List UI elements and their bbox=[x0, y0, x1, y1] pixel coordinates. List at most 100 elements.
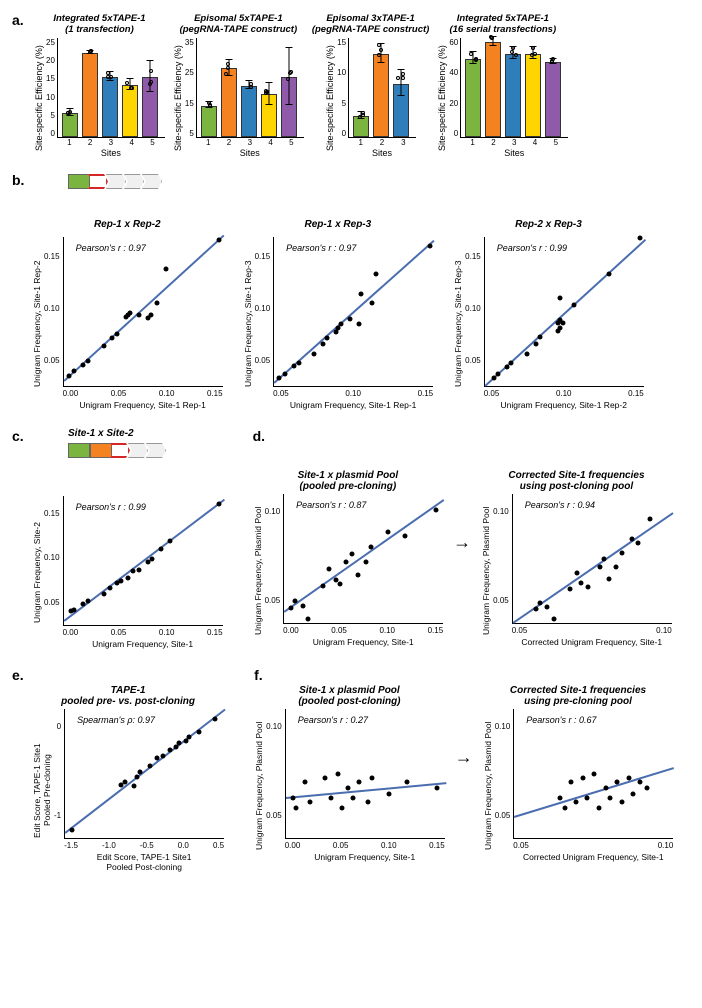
data-point bbox=[551, 617, 556, 622]
data-point bbox=[603, 786, 608, 791]
scatter-title: Rep-1 x Rep-2 bbox=[94, 211, 161, 237]
y-ticks: 0.150.100.05 bbox=[44, 237, 63, 387]
data-point bbox=[545, 605, 550, 610]
x-ticks: 0.050.10 bbox=[512, 626, 672, 635]
data-point bbox=[355, 573, 360, 578]
y-ticks: 0.150.100.05 bbox=[465, 237, 484, 387]
data-point bbox=[322, 776, 327, 781]
scatter-chart: Rep-1 x Rep-3Unigram Frequency, Site-1 R… bbox=[243, 211, 434, 410]
panel-b-scatters: Rep-1 x Rep-2 Unigram Frequency, Site-1 R… bbox=[32, 211, 690, 410]
data-point bbox=[356, 321, 361, 326]
panel-c: c. Site-1 x Site-2 Unigram Frequency, Si… bbox=[12, 428, 223, 649]
y-ticks: 0-1 bbox=[54, 709, 64, 839]
data-point bbox=[86, 359, 91, 364]
y-axis-label: Unigram Frequency, Site-1 Rep-3 bbox=[243, 237, 253, 410]
data-point bbox=[339, 806, 344, 811]
correlation-label: Pearson's r : 0.99 bbox=[76, 502, 146, 512]
x-axis-label: Unigram Frequency, Site-1 Rep-1 bbox=[273, 400, 433, 410]
y-ticks: 2520151050 bbox=[46, 38, 57, 138]
x-ticks: 0.050.100.15 bbox=[484, 389, 644, 398]
data-point bbox=[385, 530, 390, 535]
data-point bbox=[644, 786, 649, 791]
data-point bbox=[496, 371, 501, 376]
data-point bbox=[558, 325, 563, 330]
data-point bbox=[277, 375, 282, 380]
correlation-label: Pearson's r : 0.97 bbox=[76, 243, 146, 253]
panel-d: d. Site-1 x plasmid Pool(pooled pre-clon… bbox=[253, 428, 672, 647]
scatter-title: TAPE-1pooled pre- vs. post-cloning bbox=[61, 683, 195, 709]
x-axis-label: Edit Score, TAPE-1 Site1Pooled Post-clon… bbox=[64, 852, 224, 872]
data-point bbox=[119, 578, 124, 583]
bar bbox=[241, 86, 257, 137]
data-point bbox=[217, 502, 222, 507]
data-point bbox=[306, 616, 311, 621]
data-point bbox=[533, 607, 538, 612]
x-axis-label: Unigram Frequency, Site-1 bbox=[285, 852, 445, 862]
bar bbox=[201, 106, 217, 137]
data-point bbox=[636, 541, 641, 546]
x-axis-label: Unigram Frequency, Site-1 Rep-2 bbox=[484, 400, 644, 410]
data-point bbox=[321, 584, 326, 589]
data-point bbox=[555, 320, 560, 325]
y-ticks: 0.150.100.05 bbox=[255, 237, 274, 387]
bar-chart: Integrated 5xTAPE-1(1 transfection)Site-… bbox=[34, 12, 165, 158]
panel-b-diagram bbox=[34, 172, 162, 193]
data-point bbox=[107, 586, 112, 591]
data-point bbox=[125, 575, 130, 580]
data-point bbox=[213, 716, 218, 721]
panel-f: f. Site-1 x plasmid Pool(pooled post-clo… bbox=[254, 667, 673, 862]
plot-area: Pearson's r : 0.87 bbox=[283, 494, 443, 624]
panel-b: b. Rep-1 x Rep-2 Unigram Frequency, Site-… bbox=[12, 172, 690, 410]
arrow-icon: → bbox=[453, 532, 471, 553]
y-axis-label: Site-specific Efficiency (%) bbox=[173, 38, 183, 158]
y-axis-label: Unigram Frequency, Plasmid Pool bbox=[254, 709, 264, 862]
x-axis-label: Unigram Frequency, Site-1 Rep-1 bbox=[63, 400, 223, 410]
data-point bbox=[167, 748, 172, 753]
scatter-title: Corrected Site-1 frequenciesusing post-c… bbox=[508, 468, 644, 494]
data-point bbox=[137, 567, 142, 572]
panel-f-label: f. bbox=[254, 667, 272, 683]
data-point bbox=[69, 828, 74, 833]
data-point bbox=[325, 335, 330, 340]
data-point bbox=[629, 537, 634, 542]
data-point bbox=[289, 605, 294, 610]
panel-b-label: b. bbox=[12, 172, 30, 188]
data-point bbox=[586, 585, 591, 590]
data-point bbox=[596, 806, 601, 811]
data-point bbox=[138, 769, 143, 774]
data-point bbox=[620, 551, 625, 556]
data-point bbox=[387, 792, 392, 797]
x-ticks: 0.000.050.100.15 bbox=[63, 628, 223, 637]
bar-chart-title: Episomal 3xTAPE-1(pegRNA-TAPE construct) bbox=[312, 12, 430, 38]
fit-line bbox=[65, 709, 226, 834]
plot-area bbox=[460, 38, 568, 138]
y-ticks: 6040200 bbox=[449, 38, 460, 138]
arrow-icon: → bbox=[455, 747, 473, 768]
data-point bbox=[435, 786, 440, 791]
plot-area: Pearson's r : 0.67 bbox=[513, 709, 673, 839]
data-point bbox=[509, 361, 514, 366]
data-point bbox=[328, 796, 333, 801]
data-point bbox=[615, 780, 620, 785]
y-axis-label: Site-specific Efficiency (%) bbox=[34, 38, 44, 158]
data-point bbox=[321, 342, 326, 347]
scatter-chart: Rep-1 x Rep-2 Unigram Frequency, Site-1 R… bbox=[32, 211, 223, 410]
panel-e: e. TAPE-1pooled pre- vs. post-cloningEdi… bbox=[12, 667, 224, 872]
data-point bbox=[128, 310, 133, 315]
scatter-chart: Corrected Site-1 frequenciesusing pre-cl… bbox=[483, 683, 674, 862]
data-point bbox=[183, 739, 188, 744]
data-point bbox=[338, 582, 343, 587]
fit-line bbox=[284, 499, 445, 612]
data-point bbox=[359, 292, 364, 297]
data-point bbox=[161, 753, 166, 758]
correlation-label: Pearson's r : 0.67 bbox=[526, 715, 596, 725]
y-axis-label: Unigram Frequency, Site-2 bbox=[32, 496, 42, 649]
data-point bbox=[368, 545, 373, 550]
bar bbox=[545, 62, 561, 137]
data-point bbox=[404, 780, 409, 785]
data-point bbox=[607, 272, 612, 277]
bar-chart: Integrated 5xTAPE-1(16 serial transfecti… bbox=[437, 12, 568, 158]
data-point bbox=[365, 800, 370, 805]
data-point bbox=[569, 780, 574, 785]
data-point bbox=[349, 551, 354, 556]
